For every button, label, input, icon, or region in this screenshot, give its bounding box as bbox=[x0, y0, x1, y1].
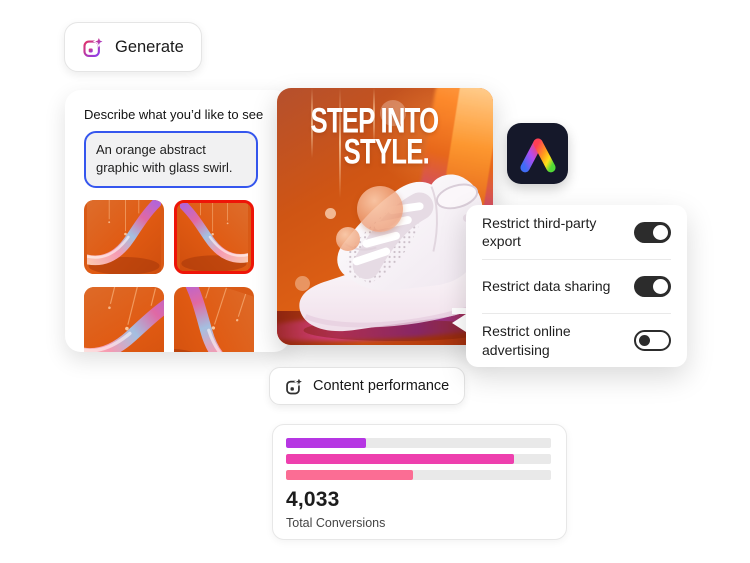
swirl-image bbox=[84, 287, 164, 352]
generated-thumbnail-1[interactable] bbox=[84, 200, 164, 274]
privacy-label: Restrict online advertising bbox=[482, 323, 571, 358]
total-conversions-value: 4,033 bbox=[286, 488, 340, 511]
toggle-third-party-export[interactable] bbox=[634, 221, 671, 243]
prompt-input[interactable]: An orange abstract graphic with glass sw… bbox=[84, 131, 258, 188]
bubble-decoration bbox=[295, 276, 310, 291]
drip-decoration bbox=[311, 88, 313, 158]
privacy-row-online-advertising: Restrict online advertising bbox=[482, 313, 671, 367]
bar-magenta bbox=[286, 454, 514, 464]
bar-track bbox=[286, 438, 551, 448]
total-conversions-label: Total Conversions bbox=[286, 516, 386, 530]
drip-decoration bbox=[373, 88, 375, 143]
adobe-express-app-icon bbox=[507, 123, 568, 184]
prompt-heading: Describe what you’d like to see bbox=[84, 107, 264, 122]
bubble-decoration bbox=[336, 227, 360, 251]
swirl-image bbox=[177, 203, 251, 271]
privacy-settings-card: Restrict third-party export Restrict dat… bbox=[466, 205, 687, 367]
privacy-label: Restrict data sharing bbox=[482, 278, 611, 295]
swirl-image bbox=[84, 200, 164, 274]
generate-button-label: Generate bbox=[115, 37, 184, 56]
toggle-knob bbox=[653, 279, 668, 294]
content-performance-chart-card: 4,033 Total Conversions bbox=[272, 424, 567, 540]
generated-thumbnail-2[interactable] bbox=[174, 200, 254, 274]
performance-sparkle-icon bbox=[285, 377, 304, 396]
bar-track bbox=[286, 454, 551, 464]
adobe-a-icon bbox=[519, 138, 556, 172]
toggle-data-sharing[interactable] bbox=[634, 276, 671, 297]
generated-thumbnail-4[interactable] bbox=[174, 287, 254, 352]
swirl-image bbox=[174, 287, 254, 352]
privacy-label: Restrict third-party export bbox=[482, 214, 597, 249]
toggle-knob bbox=[639, 335, 650, 346]
hero-headline: STEP INTO STYLE. bbox=[310, 100, 439, 171]
thumbnail-grid bbox=[84, 200, 290, 352]
hero-headline-line1: STEP INTO bbox=[310, 100, 439, 140]
privacy-row-data-sharing: Restrict data sharing bbox=[482, 259, 671, 313]
generate-sparkle-icon bbox=[82, 36, 105, 59]
hero-headline-line2: STYLE. bbox=[343, 131, 430, 171]
toggle-online-advertising[interactable] bbox=[634, 330, 671, 351]
bubble-decoration bbox=[357, 186, 403, 232]
drip-decoration bbox=[339, 88, 341, 198]
prompt-panel: Describe what you’d like to see An orang… bbox=[65, 90, 290, 352]
bubble-decoration bbox=[325, 208, 336, 219]
bubble-decoration bbox=[380, 100, 406, 126]
privacy-row-third-party-export: Restrict third-party export bbox=[482, 205, 671, 259]
sneaker-image bbox=[299, 174, 492, 342]
content-performance-label: Content performance bbox=[313, 378, 450, 394]
generated-thumbnail-3[interactable] bbox=[84, 287, 164, 352]
content-performance-button[interactable]: Content performance bbox=[269, 367, 466, 405]
toggle-knob bbox=[653, 224, 668, 240]
bar-purple bbox=[286, 438, 366, 448]
hero-banner-image: STEP INTO STYLE. bbox=[277, 88, 493, 345]
bar-track bbox=[286, 470, 551, 480]
bar-pink bbox=[286, 470, 414, 480]
generate-button[interactable]: Generate bbox=[64, 22, 202, 72]
